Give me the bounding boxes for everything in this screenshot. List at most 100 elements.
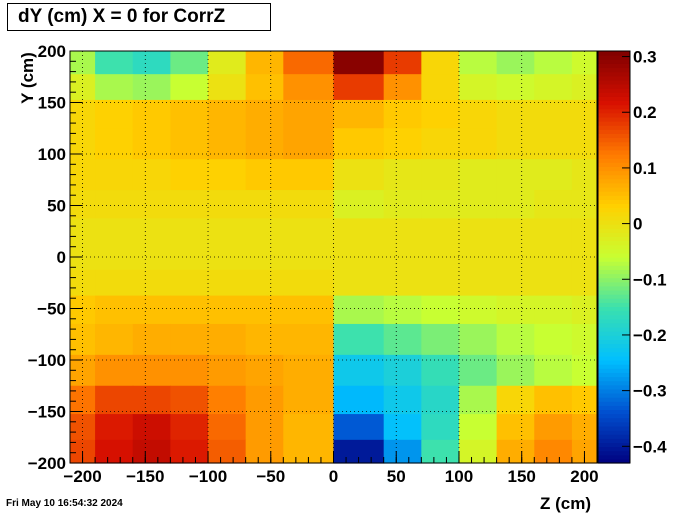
colorbar-frame — [597, 50, 631, 464]
heatmap-cell — [421, 244, 460, 271]
colorbar-segment — [598, 380, 630, 386]
heatmap-cell — [283, 414, 335, 441]
colorbar-segment — [598, 322, 630, 328]
heatmap-cell — [534, 354, 573, 387]
heatmap-cell — [132, 269, 171, 297]
heatmap-cell — [571, 190, 598, 219]
colorbar-segment — [598, 186, 630, 192]
timestamp: Fri May 10 16:54:32 2024 — [6, 498, 123, 509]
heatmap-cell — [534, 385, 573, 415]
heatmap-cell — [245, 51, 284, 75]
heatmap-cell — [70, 99, 96, 129]
heatmap-cell — [245, 159, 284, 191]
colorbar-segment — [598, 261, 630, 266]
heatmap-cell — [132, 323, 171, 356]
heatmap-cell — [496, 51, 535, 75]
heatmap-cell — [571, 159, 598, 191]
colorbar-segment — [598, 434, 630, 439]
heatmap-cell — [421, 385, 460, 415]
heatmap-cell — [170, 218, 209, 245]
heatmap-cell — [95, 51, 134, 75]
x-tick-label: −200 — [63, 467, 101, 486]
colorbar-segment — [598, 240, 630, 246]
heatmap-cell — [571, 51, 598, 75]
heatmap-cell — [208, 323, 247, 356]
heatmap-cell — [333, 51, 385, 75]
heatmap-cell — [170, 190, 209, 219]
heatmap-cell — [383, 190, 422, 219]
colorbar-segment — [598, 450, 630, 456]
heatmap-cell — [333, 323, 385, 356]
heatmap-cell — [170, 74, 209, 101]
heatmap-cell — [333, 190, 385, 219]
colorbar-segment — [598, 88, 630, 93]
colorbar-segment — [598, 112, 630, 118]
heatmap-cell — [458, 354, 498, 387]
heatmap-cell — [170, 99, 209, 129]
colorbar-segment — [598, 327, 630, 332]
colorbar-tick-label: −0.4 — [633, 437, 667, 456]
heatmap-cell — [208, 218, 247, 245]
heatmap-cell — [95, 414, 134, 441]
chart-title: dY (cm) X = 0 for CorrZ — [7, 3, 271, 31]
colorbar-segment — [598, 401, 630, 406]
heatmap-cell — [245, 385, 284, 415]
colorbar-segment — [598, 314, 630, 320]
heatmap-cell — [496, 190, 535, 219]
heatmap-cell — [95, 190, 134, 219]
colorbar-segment — [598, 174, 630, 180]
heatmap-cell — [208, 159, 247, 191]
colorbar-segment — [598, 413, 630, 419]
heatmap-cell — [283, 269, 335, 297]
heatmap-cell — [383, 323, 422, 356]
heatmap-cell — [283, 218, 335, 245]
heatmap-cell — [333, 74, 385, 101]
colorbar-segment — [598, 339, 630, 345]
x-tick-label: 150 — [508, 467, 536, 486]
heatmap-cell — [132, 159, 171, 191]
heatmap-cell — [421, 295, 460, 325]
heatmap-cell — [496, 354, 535, 387]
heatmap-cell — [70, 385, 96, 415]
colorbar-segment — [598, 364, 630, 369]
colorbar-segment — [598, 63, 630, 69]
colorbar-segment — [598, 306, 630, 312]
colorbar-segment — [598, 294, 630, 299]
y-tick-label: −150 — [28, 403, 66, 422]
heatmap-cell — [496, 323, 535, 356]
y-tick-label: −50 — [37, 300, 66, 319]
heatmap-cell — [132, 190, 171, 219]
colorbar-tick-label: 0.2 — [633, 103, 657, 122]
colorbar-segment — [598, 446, 630, 452]
heatmap-cell — [333, 99, 385, 129]
heatmap-cell — [333, 295, 385, 325]
heatmap-cell — [383, 74, 422, 101]
heatmap-cell — [421, 218, 460, 245]
heatmap-cell — [208, 128, 247, 160]
heatmap-cell — [132, 99, 171, 129]
heatmap-cell — [170, 414, 209, 441]
x-tick-label: 200 — [570, 467, 598, 486]
heatmap-cell — [571, 385, 598, 415]
heatmap-cell — [421, 414, 460, 441]
colorbar-segment — [598, 211, 630, 217]
heatmap-cell — [496, 74, 535, 101]
heatmap-cell — [333, 128, 385, 160]
colorbar-segment — [598, 289, 630, 295]
heatmap-cell — [333, 354, 385, 387]
x-axis-label: Z (cm) — [540, 494, 591, 513]
heatmap-cell — [458, 159, 498, 191]
heatmap-cell — [283, 190, 335, 219]
heatmap-cell — [383, 159, 422, 191]
y-tick-label: 50 — [47, 197, 66, 216]
heatmap-cell — [132, 128, 171, 160]
colorbar-segment — [598, 343, 630, 349]
colorbar-segment — [598, 104, 630, 110]
heatmap-cell — [95, 218, 134, 245]
colorbar-tick-label: −0.3 — [633, 382, 667, 401]
heatmap-cell — [245, 218, 284, 245]
colorbar-segment — [598, 425, 630, 431]
heatmap-cell — [534, 295, 573, 325]
colorbar-segment — [598, 347, 630, 353]
heatmap-cell — [283, 295, 335, 325]
